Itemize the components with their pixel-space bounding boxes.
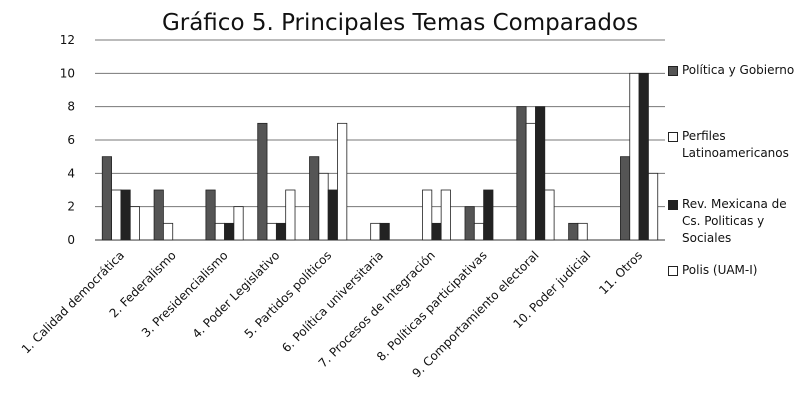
bar [309, 156, 320, 241]
legend-item: Perfiles Latinoamericanos [668, 128, 808, 162]
x-tick-label: 11. Otros [596, 248, 645, 297]
x-tick-label: 6. Política universitaria [279, 248, 386, 355]
bar [638, 72, 649, 241]
bar [431, 222, 442, 241]
x-tick-label: 8. Políticas participativas [374, 248, 490, 364]
bar [327, 189, 338, 241]
bar [337, 122, 348, 241]
legend-label: Rev. Mexicana de Cs. Politicas y Sociale… [682, 197, 787, 245]
legend-label: Perfiles Latinoamericanos [682, 129, 789, 160]
bar [111, 189, 122, 241]
bar [483, 189, 494, 241]
bar [214, 222, 225, 241]
bar [162, 222, 174, 241]
legend-swatch [668, 66, 678, 76]
legend-item: Rev. Mexicana de Cs. Politicas y Sociale… [668, 196, 808, 247]
bar [629, 72, 640, 241]
bar [285, 189, 296, 241]
bar [422, 189, 433, 241]
y-tick-label: 4 [67, 166, 75, 180]
bar [473, 222, 485, 241]
x-tick-label: 1. Calidad democrática [19, 248, 127, 356]
bar [525, 122, 536, 241]
bar [101, 156, 112, 241]
bar [205, 189, 216, 241]
legend-swatch [668, 200, 678, 210]
legend-swatch [668, 132, 678, 142]
x-tick-label: 4. Poder Legislativo [190, 248, 283, 341]
y-tick-label: 8 [67, 100, 75, 114]
bar [440, 189, 451, 241]
bar [568, 222, 579, 241]
y-tick-label: 12 [60, 33, 75, 47]
bar [544, 189, 555, 241]
bar [318, 172, 329, 241]
y-tick-label: 2 [67, 200, 75, 214]
bar [129, 206, 140, 241]
bar [464, 206, 475, 241]
bar [153, 189, 164, 241]
bar [257, 122, 268, 241]
bar [275, 222, 287, 241]
legend-swatch [668, 266, 678, 276]
y-tick-label: 6 [67, 133, 75, 147]
x-tick-label: 3. Presidencialismo [139, 248, 231, 340]
bar [620, 156, 631, 241]
bar [120, 189, 131, 241]
y-tick-label: 0 [67, 233, 75, 247]
legend-item: Política y Gobierno [668, 62, 808, 79]
legend-label: Polis (UAM-I) [682, 263, 758, 277]
bar [233, 206, 244, 241]
bar [577, 222, 588, 241]
y-tick-label: 10 [60, 66, 75, 80]
bar [516, 106, 527, 241]
legend-item: Polis (UAM-I) [668, 262, 808, 279]
bar [535, 106, 546, 241]
bar [370, 222, 381, 241]
bar [648, 172, 659, 241]
legend-label: Política y Gobierno [682, 63, 795, 77]
x-tick-label: 5. Partidos políticos [242, 248, 335, 341]
bar [224, 222, 235, 241]
bar [379, 222, 390, 241]
bar [266, 222, 277, 241]
chart-title: Gráfico 5. Principales Temas Comparados [162, 10, 638, 36]
